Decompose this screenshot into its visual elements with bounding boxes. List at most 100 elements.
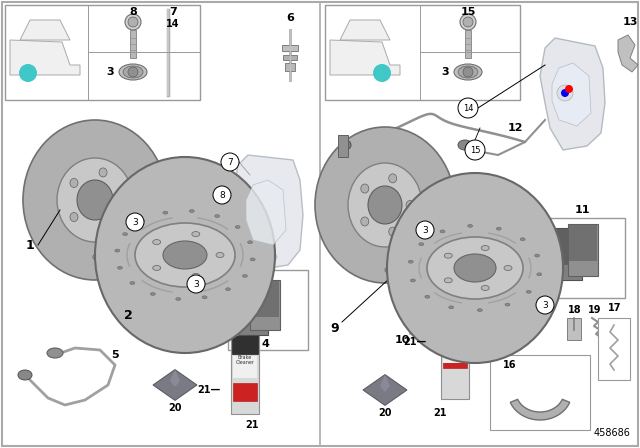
Circle shape	[126, 213, 144, 231]
Ellipse shape	[188, 231, 192, 233]
Ellipse shape	[410, 279, 415, 282]
Ellipse shape	[526, 290, 531, 293]
Ellipse shape	[481, 246, 489, 250]
Ellipse shape	[235, 225, 240, 228]
Text: 10: 10	[394, 335, 410, 345]
Ellipse shape	[373, 64, 391, 82]
Ellipse shape	[408, 260, 413, 263]
Bar	[442, 321, 468, 339]
Ellipse shape	[227, 244, 231, 247]
Bar	[441, 321, 469, 399]
Text: 3: 3	[193, 280, 199, 289]
Text: 9: 9	[331, 322, 339, 335]
Ellipse shape	[431, 277, 436, 280]
Ellipse shape	[178, 276, 182, 280]
Polygon shape	[618, 35, 638, 72]
Ellipse shape	[388, 174, 397, 183]
Text: Brake
Cleaner: Brake Cleaner	[445, 335, 465, 345]
Text: 21—: 21—	[196, 385, 220, 395]
Text: 15: 15	[460, 7, 476, 17]
Ellipse shape	[463, 17, 473, 27]
Ellipse shape	[163, 211, 168, 214]
Ellipse shape	[202, 275, 207, 277]
Polygon shape	[10, 40, 80, 75]
Polygon shape	[330, 40, 400, 75]
Ellipse shape	[130, 281, 135, 284]
Text: 7: 7	[169, 7, 177, 17]
Ellipse shape	[348, 163, 422, 247]
Ellipse shape	[454, 254, 496, 282]
Ellipse shape	[202, 296, 207, 299]
Circle shape	[536, 296, 554, 314]
Bar	[285, 63, 295, 71]
Ellipse shape	[565, 85, 573, 93]
Ellipse shape	[465, 245, 470, 248]
Text: 1: 1	[26, 238, 35, 251]
Ellipse shape	[463, 67, 473, 77]
Ellipse shape	[361, 217, 369, 226]
Ellipse shape	[19, 64, 37, 82]
Text: 3: 3	[441, 67, 449, 77]
Ellipse shape	[427, 263, 432, 266]
Text: 6: 6	[286, 13, 294, 23]
Circle shape	[458, 98, 478, 118]
Ellipse shape	[150, 293, 156, 295]
Ellipse shape	[99, 223, 107, 232]
Ellipse shape	[189, 210, 195, 212]
Polygon shape	[170, 370, 180, 387]
Ellipse shape	[518, 270, 523, 273]
Ellipse shape	[452, 286, 457, 289]
Ellipse shape	[117, 195, 125, 204]
Ellipse shape	[406, 201, 414, 210]
Ellipse shape	[468, 224, 473, 228]
Text: 3: 3	[106, 67, 114, 77]
Ellipse shape	[216, 253, 224, 258]
Ellipse shape	[70, 178, 78, 187]
Text: 16: 16	[503, 360, 516, 370]
Ellipse shape	[99, 168, 107, 177]
Ellipse shape	[368, 186, 402, 224]
Text: 4: 4	[261, 339, 269, 349]
Ellipse shape	[419, 243, 424, 246]
Ellipse shape	[163, 241, 207, 269]
Ellipse shape	[505, 303, 510, 306]
Text: 15: 15	[470, 146, 480, 155]
Circle shape	[213, 186, 231, 204]
Circle shape	[465, 140, 485, 160]
Text: 21: 21	[245, 420, 259, 430]
Ellipse shape	[192, 232, 200, 237]
Ellipse shape	[458, 66, 478, 78]
Bar	[325, 5, 520, 100]
Polygon shape	[552, 228, 582, 280]
Ellipse shape	[361, 184, 369, 193]
Ellipse shape	[93, 243, 277, 271]
Bar	[282, 45, 298, 51]
Text: 18: 18	[568, 305, 582, 315]
Text: 14: 14	[463, 103, 473, 112]
Bar	[283, 55, 297, 60]
Ellipse shape	[77, 180, 113, 220]
Bar	[338, 135, 348, 157]
Ellipse shape	[139, 263, 144, 266]
Ellipse shape	[135, 251, 140, 254]
Text: 2: 2	[124, 309, 132, 322]
Text: 5: 5	[111, 350, 119, 360]
Ellipse shape	[153, 240, 161, 245]
Ellipse shape	[449, 306, 454, 309]
Ellipse shape	[425, 295, 430, 298]
Text: 3: 3	[422, 225, 428, 234]
Polygon shape	[238, 285, 268, 335]
Text: 8: 8	[129, 7, 137, 17]
Ellipse shape	[70, 212, 78, 222]
Polygon shape	[552, 63, 591, 126]
Ellipse shape	[444, 253, 452, 258]
Bar	[553, 229, 581, 265]
Ellipse shape	[505, 282, 510, 285]
Ellipse shape	[557, 85, 573, 101]
Polygon shape	[568, 224, 598, 276]
Ellipse shape	[140, 219, 145, 222]
Ellipse shape	[496, 227, 501, 230]
Bar	[443, 350, 467, 368]
Polygon shape	[340, 20, 390, 40]
Polygon shape	[233, 155, 303, 270]
